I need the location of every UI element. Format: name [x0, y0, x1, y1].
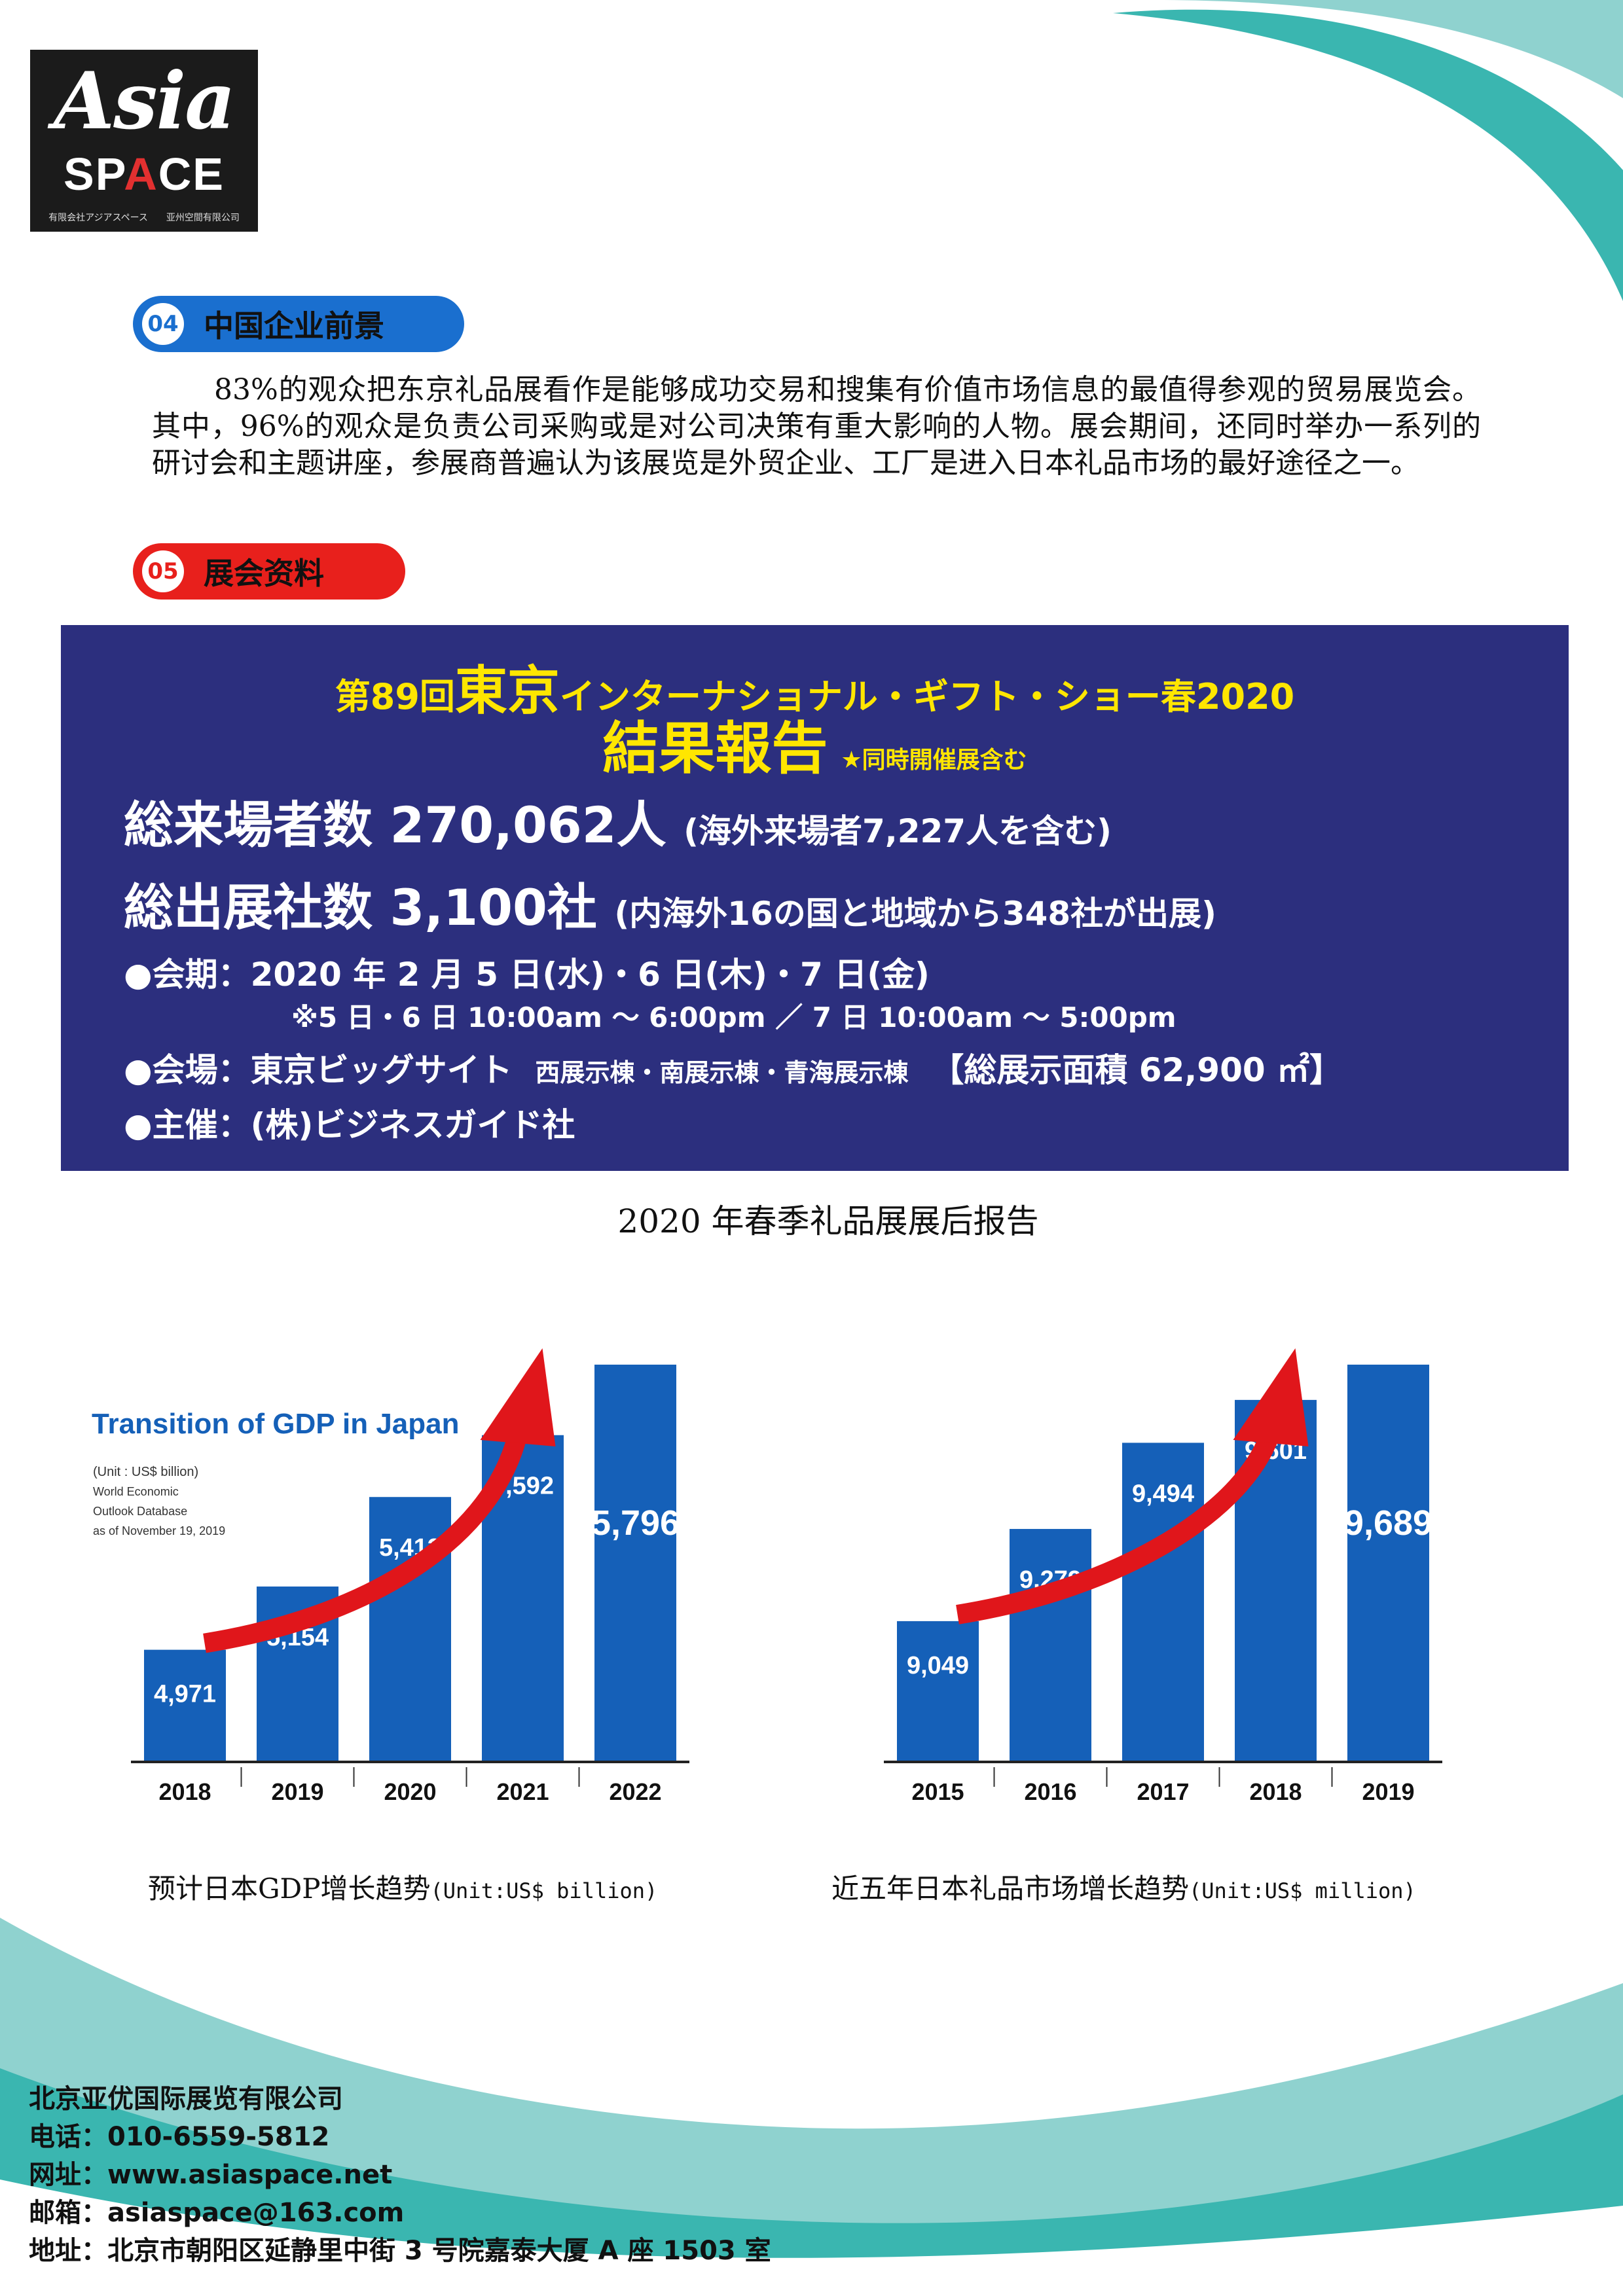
exhibitor-count-line: 総出展社数 3,100社 (内海外16の国と地域から348社が出展): [124, 878, 1216, 937]
bar-2019: [1347, 1365, 1429, 1761]
chart-title: Transition of GDP in Japan: [92, 1408, 460, 1440]
organizer-line: ●主催：(株)ビジネスガイド社: [124, 1106, 575, 1144]
decorative-wave-top: [1113, 0, 1623, 301]
x-tick-label: 2018: [1249, 1778, 1302, 1805]
gift-market-bar-chart: 9,04920159,27920169,49420179,60120189,68…: [884, 1348, 1442, 1805]
footer-email: 邮箱：asiaspace@163.com: [29, 2198, 405, 2228]
gdp-bar-chart: Transition of GDP in Japan (Unit : US$ bi…: [92, 1348, 689, 1805]
data-label: 9,494: [1132, 1480, 1194, 1507]
data-label: 9,689: [1344, 1503, 1432, 1543]
report-caption: 2020 年春季礼品展展后报告: [617, 1202, 1039, 1240]
gift-chart-caption: 近五年日本礼品市场增长趋势(Unit:US$ million): [831, 1873, 1416, 1905]
x-tick-label: 2019: [1362, 1778, 1414, 1805]
bar-2017: [1122, 1443, 1204, 1761]
session-hours-line: ※5 日・6 日 10:00am ～ 6:00pm ／ 7 日 10:00am …: [291, 1001, 1176, 1033]
growth-arrow: [956, 1424, 1282, 1624]
chart-note: (Unit : US$ billion): [93, 1465, 198, 1479]
gdp-chart-caption: 预计日本GDP增长趋势(Unit:US$ billion): [148, 1873, 658, 1905]
growth-arrow-head: [1233, 1348, 1309, 1446]
bar-2016: [1010, 1529, 1091, 1761]
growth-arrow-head: [480, 1348, 556, 1446]
bar-2022: [594, 1365, 676, 1761]
x-tick-label: 2015: [911, 1778, 964, 1805]
x-tick-label: 2019: [271, 1778, 323, 1805]
bar-2015: [897, 1621, 979, 1761]
x-tick-label: 2020: [384, 1778, 436, 1805]
visitor-count-line: 総来場者数 270,062人 (海外来場者7,227人を含む): [124, 796, 1112, 854]
contact-footer: 北京亚优国际展览有限公司 电话：010-6559-5812 网址：www.asi…: [29, 2080, 771, 2270]
footer-address: 地址：北京市朝阳区延静里中街 3 号院嘉泰大厦 A 座 1503 室: [29, 2236, 771, 2266]
section-number: 05: [142, 550, 184, 592]
banner-title: 第89回東京インターナショナル・ギフト・ショー春2020: [335, 660, 1295, 721]
x-tick-label: 2022: [609, 1778, 661, 1805]
section-title: 展会资料: [204, 556, 324, 591]
chart-note: Outlook Database: [93, 1505, 187, 1518]
logo-subtitle: 有限会社アジアスペース 亚州空間有限公司: [48, 213, 240, 223]
exhibition-result-banner: 第89回東京インターナショナル・ギフト・ショー春2020 結果報告 ★同時開催展含…: [61, 625, 1569, 1171]
body-paragraph: 83%的观众把东京礼品展看作是能够成功交易和搜集有价值市场信息的最值得参观的贸易…: [152, 373, 1481, 480]
x-tick-label: 2021: [496, 1778, 549, 1805]
data-label: 4,971: [154, 1681, 216, 1708]
footer-company: 北京亚优国际展览有限公司: [29, 2084, 343, 2114]
x-tick-label: 2018: [158, 1778, 211, 1805]
venue-line: ●会場：東京ビッグサイト 西展示棟・南展示棟・青海展示棟 【総展示面積 62,9…: [124, 1051, 1343, 1089]
x-tick-label: 2017: [1137, 1778, 1189, 1805]
footer-phone: 电话：010-6559-5812: [29, 2122, 330, 2152]
session-dates-line: ●会期：2020 年 2 月 5 日(水)・6 日(木)・7 日(金): [124, 956, 930, 994]
chart-note: World Economic: [93, 1485, 179, 1498]
section-number: 04: [142, 303, 184, 345]
bar-2018: [144, 1649, 226, 1761]
growth-arrow: [203, 1424, 530, 1653]
decorative-wave-bottom: [0, 1918, 1623, 2296]
footer-website: 网址：www.asiaspace.net: [29, 2160, 393, 2190]
x-tick-label: 2016: [1024, 1778, 1076, 1805]
section-title: 中国企业前景: [204, 308, 384, 344]
section-05-header: 05 展会资料: [133, 543, 405, 600]
chart-note: as of November 19, 2019: [93, 1524, 225, 1537]
logo-word-asia: Asia: [53, 55, 236, 147]
data-label: 9,049: [907, 1652, 969, 1679]
section-04-header: 04 中国企业前景: [133, 296, 464, 352]
logo-word-space: SPACE: [64, 149, 225, 200]
banner-subtitle: 結果報告 ★同時開催展含む: [602, 716, 1027, 781]
data-label: 5,796: [591, 1503, 680, 1543]
company-logo: Asia SPACE 有限会社アジアスペース 亚州空間有限公司: [30, 50, 258, 232]
